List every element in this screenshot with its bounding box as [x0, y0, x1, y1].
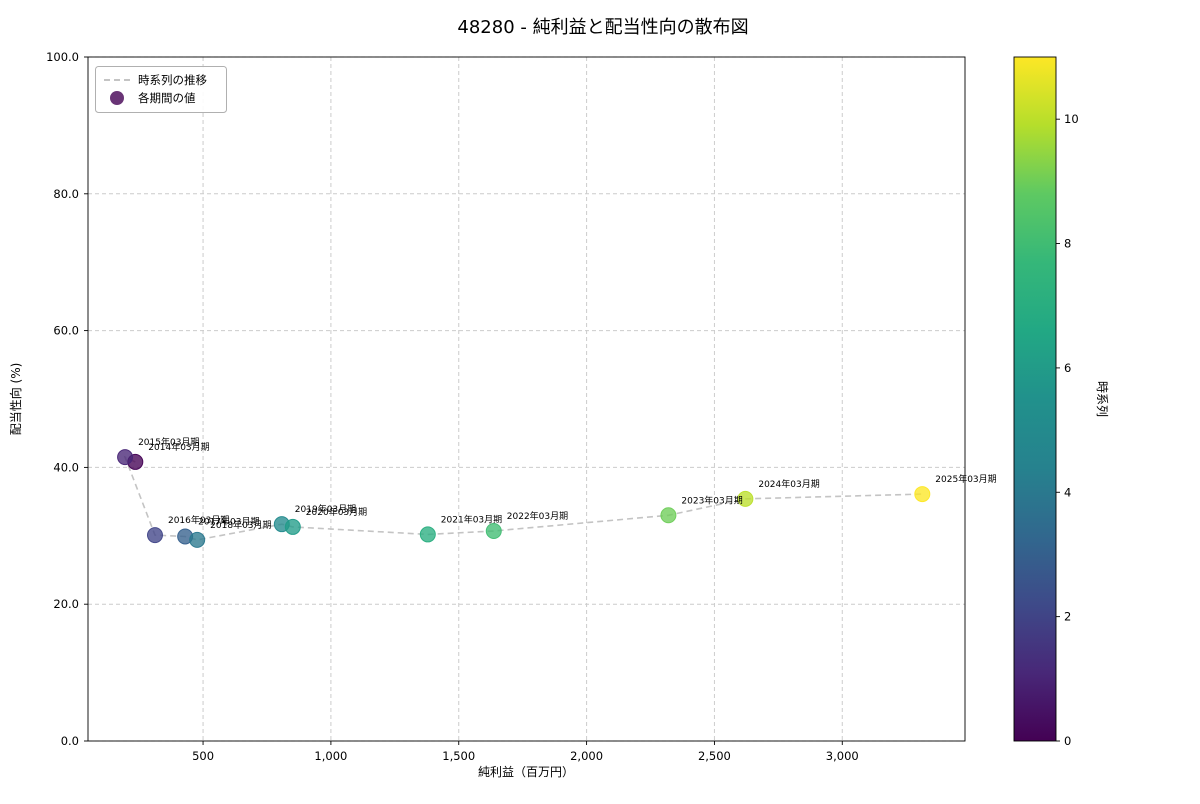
point-label: 2023年03月期 — [681, 494, 742, 506]
x-axis-label: 純利益（百万円） — [478, 765, 574, 779]
colorbar-tick-label: 4 — [1064, 485, 1071, 499]
point-label: 2020年03月期 — [306, 506, 367, 518]
point-label: 2025年03月期 — [935, 473, 996, 485]
colorbar-tick-label: 2 — [1064, 610, 1071, 624]
point-label: 2014年03月期 — [148, 441, 209, 453]
data-point — [737, 490, 754, 507]
x-tick-label: 1,000 — [314, 749, 347, 763]
colorbar-gradient — [1013, 56, 1057, 742]
data-point — [419, 526, 436, 543]
data-point — [117, 449, 134, 466]
chart-title: 48280 - 純利益と配当性向の散布図 — [457, 17, 748, 38]
y-tick-label: 0.0 — [61, 734, 79, 748]
data-point — [914, 486, 931, 503]
y-tick-label: 60.0 — [53, 324, 79, 338]
x-tick-label: 1,500 — [442, 749, 475, 763]
plot-border — [87, 56, 966, 742]
data-point — [189, 531, 206, 548]
point-label: 2021年03月期 — [441, 513, 502, 525]
legend-item-line-label: 時系列の推移 — [138, 73, 207, 87]
point-label: 2022年03月期 — [507, 510, 568, 522]
y-tick-label: 100.0 — [46, 50, 79, 64]
grid — [88, 56, 965, 742]
colorbar-tick-label: 0 — [1064, 734, 1071, 748]
point-label: 2017年03月期 — [198, 515, 259, 527]
x-tick-label: 3,000 — [826, 749, 859, 763]
colorbar: 0 2 4 6 8 10 — [1013, 56, 1079, 748]
x-tick-label: 2,000 — [570, 749, 603, 763]
point-label: 2019年03月期 — [295, 503, 356, 515]
point-label: 2016年03月期 — [168, 514, 229, 526]
y-axis-label: 配当性向 (%) — [8, 363, 23, 436]
y-tick-label: 40.0 — [53, 460, 79, 474]
y-tick-label: 80.0 — [53, 187, 79, 201]
time-series-line — [123, 455, 923, 541]
colorbar-tick-label: 10 — [1064, 112, 1079, 126]
legend-box — [95, 66, 227, 113]
data-point — [660, 507, 677, 524]
y-tick-label: 20.0 — [53, 597, 79, 611]
point-label: 2018年03月期 — [210, 519, 271, 531]
colorbar-tick-label: 8 — [1064, 237, 1071, 251]
x-tick-label: 500 — [192, 749, 214, 763]
colorbar-axis-label: 時系列 — [1095, 381, 1109, 417]
colorbar-tick-label: 6 — [1064, 361, 1071, 375]
legend-item-point-label: 各期間の値 — [138, 91, 196, 105]
point-label: 2024年03月期 — [758, 478, 819, 490]
point-label: 2015年03月期 — [138, 436, 199, 448]
x-tick-label: 2,500 — [698, 749, 731, 763]
axes: 500 1,000 1,500 2,000 2,500 3,000 0.0 20.0 40.0 6… — [46, 50, 966, 763]
data-point — [284, 518, 301, 535]
data-point — [146, 527, 163, 544]
data-point — [485, 523, 502, 540]
legend-point-sample — [110, 91, 124, 105]
